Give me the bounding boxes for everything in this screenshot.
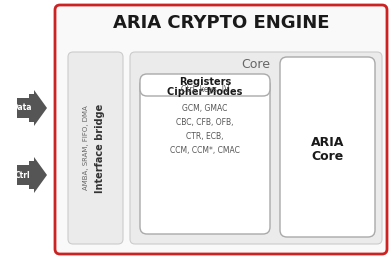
Text: Registers: Registers <box>179 77 231 87</box>
Polygon shape <box>17 157 47 193</box>
FancyBboxPatch shape <box>130 52 382 244</box>
Text: ARIA CRYPTO ENGINE: ARIA CRYPTO ENGINE <box>113 14 329 32</box>
Text: GCM, GMAC: GCM, GMAC <box>182 104 228 112</box>
Text: Ctrl, keys, IV: Ctrl, keys, IV <box>181 85 229 95</box>
FancyBboxPatch shape <box>55 5 387 254</box>
Text: AMBA, SRAM, FIFO, DMA: AMBA, SRAM, FIFO, DMA <box>83 106 89 190</box>
Text: Interface bridge: Interface bridge <box>96 103 105 193</box>
Text: Core: Core <box>241 59 270 71</box>
FancyBboxPatch shape <box>280 57 375 237</box>
Text: Core: Core <box>311 150 344 163</box>
Polygon shape <box>17 90 47 126</box>
Text: Data: Data <box>12 104 32 112</box>
Text: CBC, CFB, OFB,: CBC, CFB, OFB, <box>176 118 234 126</box>
FancyBboxPatch shape <box>68 52 123 244</box>
FancyBboxPatch shape <box>140 78 270 234</box>
Text: CCM, CCM*, CMAC: CCM, CCM*, CMAC <box>170 146 240 155</box>
FancyBboxPatch shape <box>140 74 270 96</box>
Text: Ctrl: Ctrl <box>14 170 30 179</box>
Text: Cipher Modes: Cipher Modes <box>167 87 243 97</box>
Text: CTR, ECB,: CTR, ECB, <box>186 132 224 140</box>
Text: ARIA: ARIA <box>311 135 344 148</box>
